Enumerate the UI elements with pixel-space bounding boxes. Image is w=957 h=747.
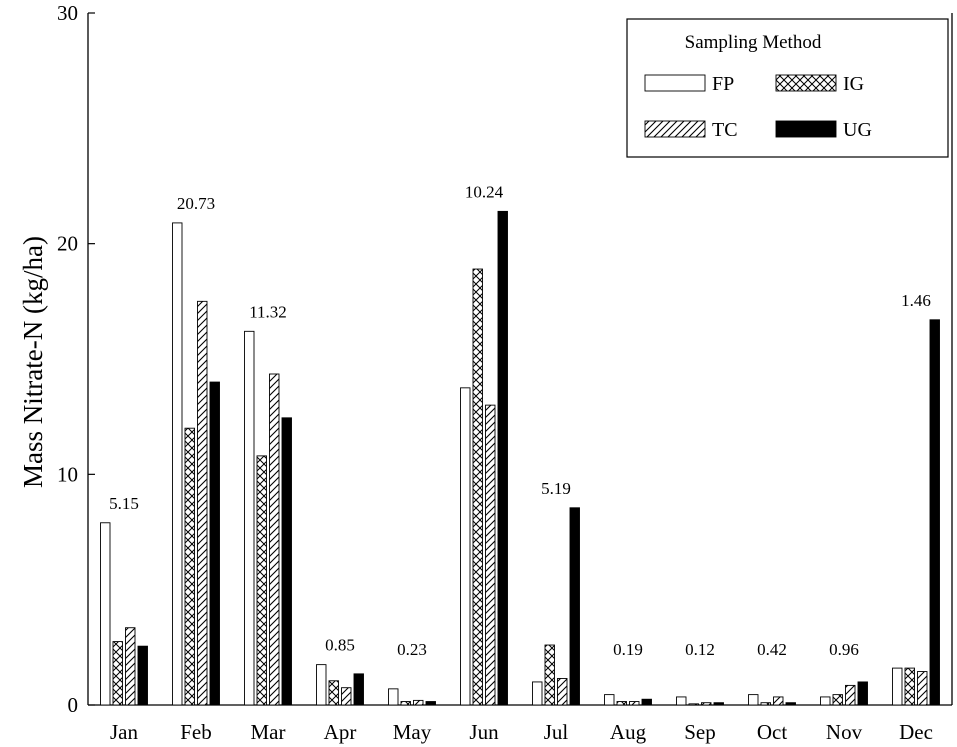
annotation-jan: 5.15 (109, 494, 139, 513)
legend-swatch-tc (644, 120, 706, 138)
legend-label-tc: TC (712, 119, 738, 141)
bar-ug-jan (137, 645, 148, 706)
y-tick-label: 0 (68, 693, 79, 717)
bar-fp-dec (892, 667, 903, 706)
y-axis-label: Mass Nitrate-N (kg/ha) (18, 236, 48, 488)
bar-ig-sep (688, 703, 699, 706)
y-tick-labels: 0 10 20 30 (57, 1, 78, 717)
y-tick-label: 30 (57, 1, 78, 25)
x-tick-label: Apr (324, 720, 357, 744)
bar-fp-mar (244, 330, 255, 706)
bar-tc-sep (701, 702, 712, 706)
bar-fp-jul (532, 681, 543, 706)
legend-swatch-fp (644, 74, 706, 92)
x-tick-label: Aug (610, 720, 647, 744)
bar-fp-oct (748, 694, 759, 706)
x-tick-label: Feb (180, 720, 212, 744)
x-tick-label: May (393, 720, 432, 744)
bar-tc-aug (629, 701, 640, 706)
bar-ug-dec (929, 319, 940, 706)
bar-fp-jun (460, 387, 471, 706)
bar-fp-feb (172, 222, 183, 706)
legend: Sampling Method FP IG TC UG (626, 18, 949, 158)
annotation-jul: 5.19 (541, 479, 571, 498)
bar-ig-apr (328, 680, 339, 706)
annotation-jun: 10.24 (465, 182, 504, 201)
y-tick-label: 10 (57, 462, 78, 486)
bar-ug-feb (209, 381, 220, 706)
bar-fp-aug (604, 694, 615, 706)
bar-fp-may (388, 688, 399, 706)
bar-tc-may (413, 699, 424, 706)
bar-tc-feb (197, 300, 208, 706)
legend-swatch-ug (775, 120, 837, 138)
bar-ug-apr (353, 673, 364, 706)
x-tick-labels: Jan Feb Mar Apr May Jun Jul Aug Sep Oct Nov Dec (110, 720, 933, 744)
bar-ig-jun (472, 268, 483, 706)
x-tick-label: Jun (469, 720, 499, 744)
bar-ug-jul (569, 507, 580, 706)
bar-fp-sep (676, 696, 687, 706)
bar-ug-may (425, 701, 436, 706)
annotation-sep: 0.12 (685, 640, 715, 659)
bar-tc-apr (341, 687, 352, 706)
annotation-dec: 1.46 (901, 291, 931, 310)
bar-tc-mar (269, 373, 280, 706)
x-tick-label: Mar (251, 720, 286, 744)
legend-label-ug: UG (843, 119, 872, 141)
bar-tc-dec (917, 671, 928, 706)
bar-fp-jan (100, 522, 111, 706)
bar-ig-feb (184, 427, 195, 706)
annotation-nov: 0.96 (829, 640, 859, 659)
bar-ig-mar (256, 455, 267, 706)
bar-ug-sep (713, 702, 724, 706)
x-tick-label: Oct (757, 720, 787, 744)
bar-ig-dec (904, 667, 915, 706)
bar-ig-may (400, 701, 411, 706)
bar-fp-nov (820, 696, 831, 706)
bar-ig-jan (112, 641, 123, 706)
x-tick-label: Nov (826, 720, 863, 744)
y-tick-label: 20 (57, 232, 78, 256)
annotation-feb: 20.73 (177, 194, 215, 213)
x-tick-label: Sep (684, 720, 716, 744)
bar-tc-oct (773, 696, 784, 706)
bar-ug-oct (785, 702, 796, 706)
legend-label-fp: FP (712, 73, 734, 95)
bar-ug-aug (641, 698, 652, 706)
bar-tc-jun (485, 404, 496, 706)
x-tick-label: Dec (899, 720, 933, 744)
legend-swatch-ig (775, 74, 837, 92)
legend-title: Sampling Method (685, 32, 822, 53)
bar-ug-jun (497, 210, 508, 706)
bar-tc-jul (557, 678, 568, 706)
annotation-apr: 0.85 (325, 636, 355, 655)
bar-ug-nov (857, 681, 868, 706)
bar-ig-oct (760, 702, 771, 706)
x-tick-label: Jul (544, 720, 569, 744)
bar-ig-aug (616, 701, 627, 706)
bar-ig-jul (544, 644, 555, 706)
legend-label-ig: IG (843, 73, 864, 95)
annotation-oct: 0.42 (757, 640, 787, 659)
x-tick-label: Jan (110, 720, 138, 744)
bar-tc-jan (125, 627, 136, 706)
bars (100, 210, 940, 706)
bar-fp-apr (316, 664, 327, 706)
bar-tc-nov (845, 684, 856, 706)
value-annotations: 5.15 20.73 11.32 0.85 0.23 10.24 5.19 0.19 0.12 0… (109, 182, 931, 659)
bar-ig-nov (832, 694, 843, 706)
annotation-aug: 0.19 (613, 640, 643, 659)
annotation-may: 0.23 (397, 640, 427, 659)
axes (87, 12, 953, 706)
bar-ug-mar (281, 417, 292, 706)
annotation-mar: 11.32 (249, 302, 287, 321)
